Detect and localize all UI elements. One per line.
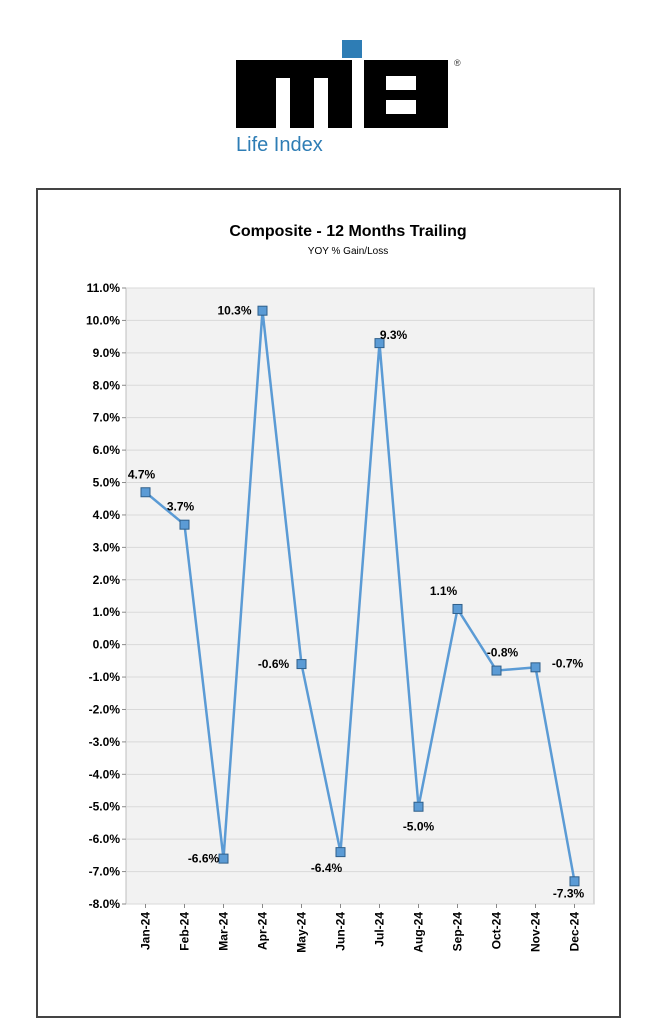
data-point	[569, 876, 580, 887]
y-tick-label: -6.0%	[89, 832, 121, 846]
y-tick-label: 3.0%	[93, 540, 121, 554]
data-point	[413, 801, 424, 812]
mib-logo: ® Life Index	[236, 38, 466, 162]
x-tick-label: Dec-24	[568, 912, 582, 952]
data-point	[140, 487, 151, 498]
y-tick-label: 1.0%	[93, 605, 121, 619]
logo-accent-square	[342, 40, 362, 58]
y-tick-label: 6.0%	[93, 443, 121, 457]
data-point	[452, 603, 463, 614]
x-tick-label: Sep-24	[451, 912, 465, 952]
line-chart: Composite - 12 Months Trailing YOY % Gai…	[86, 223, 595, 953]
y-tick-label: 8.0%	[93, 378, 121, 392]
data-label: -0.7%	[552, 656, 584, 670]
data-point	[335, 847, 346, 858]
x-tick-label: Oct-24	[490, 912, 504, 950]
y-tick-label: -4.0%	[89, 767, 121, 781]
x-tick-label: Jan-24	[139, 912, 153, 950]
data-label: -5.0%	[403, 820, 435, 834]
chart-frame: Composite - 12 Months Trailing YOY % Gai…	[36, 188, 621, 1018]
y-tick-label: 10.0%	[86, 313, 120, 327]
y-tick-label: -2.0%	[89, 702, 121, 716]
registered-mark: ®	[454, 58, 461, 68]
x-tick-label: Mar-24	[217, 912, 231, 951]
data-label: -0.6%	[258, 657, 290, 671]
y-tick-label: 5.0%	[93, 476, 121, 490]
series-line	[144, 310, 576, 882]
chart-subtitle: YOY % Gain/Loss	[308, 246, 388, 257]
data-label: 3.7%	[167, 500, 195, 514]
y-tick-label: -1.0%	[89, 670, 121, 684]
logo-subtitle: Life Index	[236, 134, 323, 156]
data-label: 9.3%	[380, 328, 408, 342]
data-label: 4.7%	[128, 467, 156, 481]
data-label: -7.3%	[553, 886, 585, 900]
x-tick-label: Feb-24	[178, 912, 192, 951]
y-tick-label: -7.0%	[89, 865, 121, 879]
data-label: 10.3%	[217, 304, 251, 318]
plot-area: 11.0% 10.0% 9.0% 8.0% 7.0% 6.0% 5.0% 4.0% 3.0% 2.…	[86, 281, 595, 953]
data-point	[257, 305, 268, 316]
y-tick-label: 7.0%	[93, 411, 121, 425]
data-point	[374, 338, 385, 349]
chart-title: Composite - 12 Months Trailing	[229, 223, 466, 240]
y-tick-label: 2.0%	[93, 573, 121, 587]
x-tick-label: Apr-24	[256, 912, 270, 950]
data-point	[296, 659, 307, 670]
y-tick-label: -3.0%	[89, 735, 121, 749]
data-label: 1.1%	[430, 584, 458, 598]
data-point	[530, 662, 541, 673]
x-tick-label: May-24	[295, 912, 309, 953]
data-point	[218, 853, 229, 864]
x-tick-label: Nov-24	[529, 912, 543, 952]
y-tick-label: 4.0%	[93, 508, 121, 522]
data-label: -0.8%	[487, 646, 519, 660]
y-tick-label: -5.0%	[89, 800, 121, 814]
y-tick-label: 9.0%	[93, 346, 121, 360]
logo-wordmark	[236, 60, 448, 128]
data-label: -6.6%	[188, 852, 220, 866]
x-tick-label: Jun-24	[334, 912, 348, 951]
x-tick-label: Jul-24	[373, 912, 387, 947]
data-point	[491, 665, 502, 676]
y-tick-label: 0.0%	[93, 638, 121, 652]
y-tick-label: 11.0%	[87, 281, 121, 295]
data-point	[179, 519, 190, 530]
data-label: -6.4%	[311, 861, 343, 875]
x-tick-label: Aug-24	[412, 912, 426, 953]
y-tick-label: -8.0%	[89, 897, 121, 911]
